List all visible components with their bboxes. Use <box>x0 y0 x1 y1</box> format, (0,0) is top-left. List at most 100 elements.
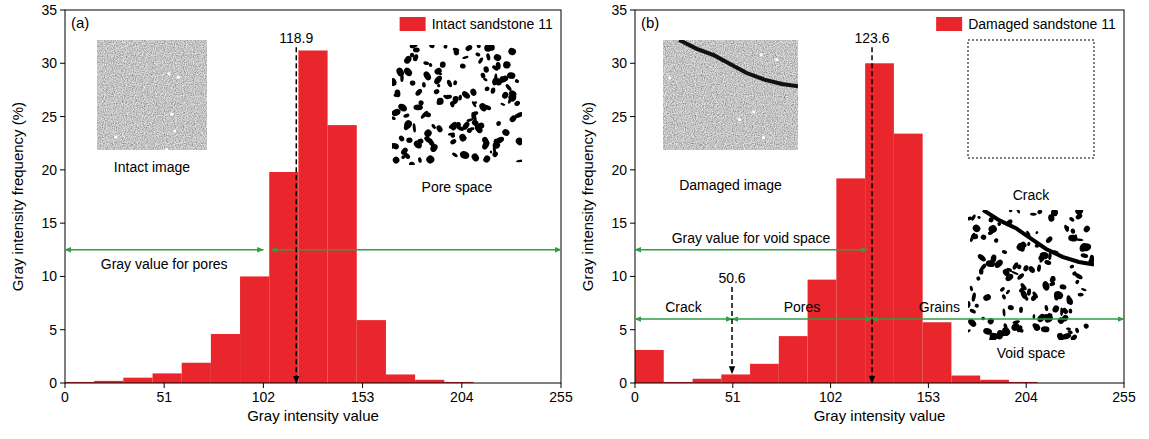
bar <box>951 376 980 383</box>
pore <box>1030 213 1037 216</box>
inset-image <box>663 40 798 150</box>
pore <box>503 61 511 69</box>
pore <box>1074 272 1083 280</box>
y-tick-label: 10 <box>611 268 627 284</box>
crack-line <box>679 40 798 86</box>
pore <box>1075 279 1081 285</box>
panel: Damaged imageCrackVoid space051102153204… <box>579 2 1136 424</box>
y-tick-label: 20 <box>41 162 57 178</box>
y-tick-label: 0 <box>49 375 57 391</box>
inset-label: Pore space <box>422 179 493 195</box>
bar <box>182 363 211 383</box>
x-tick <box>830 383 831 388</box>
y-tick-label: 15 <box>611 215 627 231</box>
bright-grain <box>177 76 180 79</box>
pore <box>395 66 405 77</box>
pore <box>506 72 516 80</box>
marker-label: 123.6 <box>854 30 889 46</box>
range-arrow <box>635 318 732 320</box>
x-tick <box>362 383 363 388</box>
pore <box>456 125 465 132</box>
pore <box>1044 259 1052 266</box>
crack-image <box>968 40 1094 158</box>
pore <box>412 123 416 132</box>
pore <box>425 154 436 165</box>
inset-label: Damaged image <box>679 177 782 193</box>
plot-frame <box>635 10 1124 383</box>
pore <box>402 66 413 78</box>
pore <box>392 115 396 120</box>
range-label: Crack <box>665 299 703 315</box>
pore <box>1001 250 1007 255</box>
y-tick <box>60 276 65 277</box>
range-label: Pores <box>784 299 821 315</box>
x-tick <box>561 383 562 388</box>
y-tick-label: 30 <box>611 55 627 71</box>
pore <box>422 82 426 88</box>
legend-swatch <box>936 17 962 31</box>
bar <box>750 364 779 383</box>
y-tick <box>60 10 65 11</box>
pore <box>438 72 442 76</box>
y-tick <box>630 116 635 117</box>
x-tick-label: 0 <box>61 389 69 405</box>
y-tick <box>630 63 635 64</box>
pore <box>1036 312 1047 323</box>
pore <box>1074 327 1079 333</box>
pore <box>452 47 460 53</box>
pore <box>1007 304 1014 311</box>
pore <box>412 54 419 62</box>
pore <box>392 142 400 150</box>
legend: Damaged sandstone 11 <box>932 14 1120 34</box>
pore <box>1019 307 1023 313</box>
pore <box>458 95 462 101</box>
pore <box>481 136 490 145</box>
y-tick-label: 5 <box>49 322 57 338</box>
pore <box>1040 252 1049 260</box>
pore <box>971 223 982 234</box>
legend-background <box>396 14 557 34</box>
pore <box>1011 261 1019 270</box>
pore <box>431 144 435 149</box>
bar <box>328 125 357 383</box>
pore <box>471 101 477 108</box>
pore <box>392 108 402 118</box>
y-tick <box>630 383 635 384</box>
inset-label: Crack <box>1013 187 1051 203</box>
pore <box>443 45 448 49</box>
pore <box>403 113 410 118</box>
pore <box>490 150 493 153</box>
pore <box>418 157 423 163</box>
pore <box>516 159 522 163</box>
pore <box>987 230 993 235</box>
pore <box>1025 297 1029 301</box>
pore <box>1002 308 1005 316</box>
pore <box>1068 216 1075 222</box>
pore <box>1078 242 1089 254</box>
pore <box>482 45 494 54</box>
pore <box>1051 304 1060 313</box>
pore <box>1067 329 1073 335</box>
panel: Intact imagePore space051102153204255051… <box>9 2 573 424</box>
pore <box>1066 296 1074 305</box>
pore <box>1045 235 1054 244</box>
pore <box>449 101 455 108</box>
pore <box>393 92 399 97</box>
pore <box>1089 255 1094 263</box>
y-tick <box>60 116 65 117</box>
pore <box>1032 291 1039 299</box>
pore <box>409 45 416 49</box>
pore <box>433 67 443 76</box>
legend-label: Damaged sandstone 11 <box>968 16 1116 32</box>
pore <box>1008 210 1013 213</box>
pore <box>514 111 522 119</box>
bright-grain <box>168 72 171 75</box>
pore <box>1083 323 1090 330</box>
pore <box>980 233 988 240</box>
bright-grain <box>668 76 671 79</box>
pore <box>1080 253 1088 259</box>
y-tick-label: 35 <box>41 2 57 18</box>
pore <box>501 128 511 138</box>
y-tick-label: 35 <box>611 2 627 18</box>
y-tick <box>630 276 635 277</box>
